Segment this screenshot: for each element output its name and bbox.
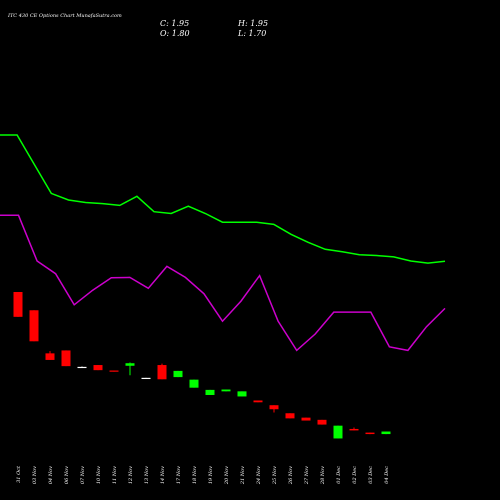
candle-body xyxy=(269,405,279,410)
candle-body xyxy=(13,292,23,317)
candle xyxy=(365,432,375,435)
x-tick-label: 07 Nov xyxy=(80,466,86,484)
x-tick-label: 02 Dec xyxy=(352,466,358,484)
candle xyxy=(141,377,151,380)
candle xyxy=(125,362,135,376)
candle xyxy=(45,351,55,360)
x-tick-label: 28 Nov xyxy=(320,466,326,485)
candle xyxy=(333,425,343,439)
x-tick-label: 17 Nov xyxy=(176,466,182,484)
x-tick-label: 10 Nov xyxy=(96,466,102,484)
candle-body xyxy=(333,425,343,439)
candle-body xyxy=(253,400,263,403)
x-tick-label: 06 Nov xyxy=(64,466,70,484)
x-axis-ticks: 31 Oct 03 Nov 04 Nov 06 Nov 07 Nov 10 Nov 11 N… xyxy=(16,465,390,485)
candle-body xyxy=(141,377,151,380)
candle xyxy=(221,389,231,392)
candle-body xyxy=(77,366,87,369)
x-tick-label: 13 Nov xyxy=(144,466,150,484)
x-tick-label: 25 Nov xyxy=(272,466,278,485)
candle-body xyxy=(125,363,135,366)
close-readout: C: 1.95 xyxy=(160,19,189,28)
candle-body xyxy=(189,379,199,388)
candle xyxy=(317,419,327,425)
candle xyxy=(269,405,279,413)
high-readout: H: 1.95 xyxy=(237,19,268,28)
x-tick-label: 12 Nov xyxy=(128,466,134,484)
candle-body xyxy=(285,413,295,419)
candle xyxy=(253,400,263,403)
x-tick-label: 04 Nov xyxy=(48,466,54,484)
x-tick-label: 03 Dec xyxy=(368,466,374,484)
x-tick-label: 19 Nov xyxy=(208,466,214,484)
candle xyxy=(301,417,311,421)
low-readout: L: 1.70 xyxy=(237,29,266,38)
candle xyxy=(349,427,359,431)
x-tick-label: 26 Nov xyxy=(288,466,294,485)
x-tick-label: 03 Nov xyxy=(32,466,38,484)
candle xyxy=(157,363,167,380)
candle-body xyxy=(45,353,55,360)
indicator-lines xyxy=(0,134,446,352)
candle xyxy=(237,391,247,397)
upper-line xyxy=(0,134,446,264)
candle-body xyxy=(381,431,391,435)
x-tick-label: 21 Nov xyxy=(240,466,246,485)
open-readout: O: 1.80 xyxy=(160,29,190,38)
candles xyxy=(13,292,391,439)
candle-body xyxy=(301,417,311,421)
candle xyxy=(93,365,103,371)
candle xyxy=(205,389,215,395)
candle xyxy=(285,413,295,419)
chart-title: ITC 430 CE Options Chart MunafaSutra.com xyxy=(7,13,122,19)
candle-body xyxy=(221,389,231,392)
candle-body xyxy=(29,310,39,342)
candle-body xyxy=(109,370,119,372)
candle xyxy=(381,431,391,435)
candle xyxy=(189,379,199,388)
candle-body xyxy=(61,350,71,367)
candle-body xyxy=(317,419,327,425)
x-tick-label: 01 Dec xyxy=(336,466,342,484)
candle xyxy=(77,366,87,369)
x-tick-label: 11 Nov xyxy=(112,466,118,484)
candle xyxy=(29,310,39,342)
candle-body xyxy=(157,365,167,380)
candle-body xyxy=(93,365,103,371)
candle xyxy=(13,292,23,317)
lower-line xyxy=(0,214,446,352)
candle xyxy=(61,350,71,367)
x-tick-label: 18 Nov xyxy=(192,466,198,484)
candle-body xyxy=(349,428,359,431)
x-tick-label: 24 Nov xyxy=(256,466,262,485)
candle-body xyxy=(205,389,215,395)
candle-body xyxy=(237,391,247,397)
x-tick-label: 31 Oct xyxy=(16,465,22,483)
x-tick-label: 04 Dec xyxy=(384,466,390,484)
candle-body xyxy=(365,432,375,435)
candle xyxy=(109,370,119,372)
x-tick-label: 27 Nov xyxy=(304,466,310,485)
x-tick-label: 20 Nov xyxy=(224,466,230,485)
candle xyxy=(173,370,183,378)
x-tick-label: 14 Nov xyxy=(160,466,166,484)
candle-body xyxy=(173,370,183,378)
